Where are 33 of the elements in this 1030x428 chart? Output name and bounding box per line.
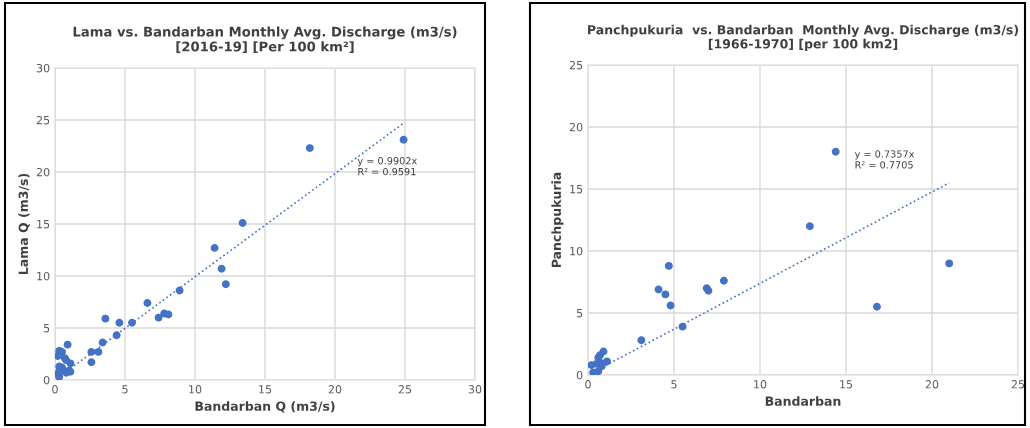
y-axis-title: Lama Q (m3/s): [18, 173, 30, 275]
y-tick-label: 10: [570, 246, 583, 256]
y-tick-label: 25: [569, 60, 583, 70]
y-axis-title: Panchpukuria: [551, 172, 564, 268]
x-tick-label: 10: [754, 380, 767, 389]
x-tick-label: 5: [671, 380, 677, 389]
y-tick-label: 20: [569, 122, 583, 132]
x-tick-label: 25: [1011, 380, 1025, 389]
annotation: y = 0.9902x R² = 0.9591: [357, 157, 417, 176]
y-tick-label: 25: [36, 115, 50, 125]
chart-title: Lama vs. Bandarban Monthly Avg. Discharge (m3/s) [2016-19] [Per 100 km²]: [73, 26, 457, 54]
y-tick-label: 5: [576, 309, 583, 318]
x-axis-title: Bandarban: [765, 396, 841, 406]
x-axis-title: Bandarban Q (m3/s): [195, 401, 335, 413]
y-tick-label: 0: [576, 370, 583, 380]
y-tick-label: 15: [570, 185, 583, 194]
x-tick-label: 5: [122, 385, 128, 394]
x-tick-label: 20: [925, 380, 939, 389]
y-tick-label: 15: [37, 220, 50, 229]
y-tick-label: 30: [36, 63, 50, 73]
y-tick-label: 10: [37, 271, 50, 281]
y-tick-label: 20: [36, 167, 50, 177]
x-tick-label: 10: [189, 385, 202, 394]
y-tick-label: 5: [43, 324, 50, 333]
x-tick-label: 30: [468, 385, 482, 394]
x-tick-label: 25: [398, 385, 412, 394]
x-tick-label: 15: [259, 385, 272, 394]
x-tick-label: 0: [585, 380, 591, 389]
annotation: y = 0.7357x R² = 0.7705: [854, 150, 915, 169]
x-tick-label: 15: [840, 380, 853, 389]
chart-title: Panchpukuria vs. Bandarban Monthly Avg. Discharge (m3/s) [1966-1970] [per 100 km2]: [588, 24, 1018, 51]
x-tick-label: 0: [52, 385, 58, 394]
x-tick-label: 20: [328, 385, 342, 394]
